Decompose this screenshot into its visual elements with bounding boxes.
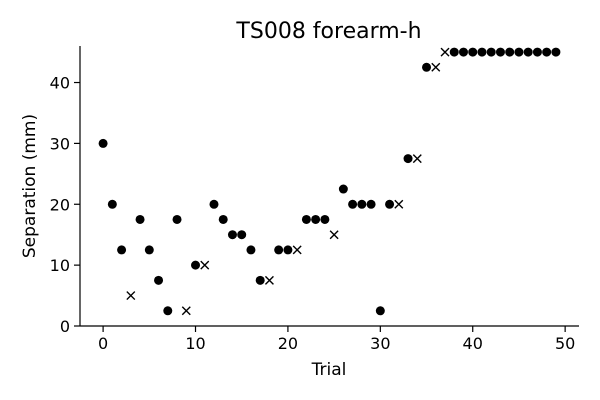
x-tick-label: 10 xyxy=(185,334,205,353)
data-point-circle xyxy=(154,275,164,285)
data-point-circle xyxy=(135,214,145,224)
y-axis-ticks: 0 10 20 30 40 xyxy=(50,74,80,336)
data-point-circle xyxy=(458,47,468,57)
data-point-circle xyxy=(366,199,376,209)
chart-title: TS008 forearm-h xyxy=(235,19,421,44)
x-tick-label: 50 xyxy=(555,334,575,353)
data-point-circle xyxy=(514,47,524,57)
data-point-circle xyxy=(98,138,108,148)
data-point-x xyxy=(394,199,404,209)
data-point-circle xyxy=(107,199,117,209)
x-tick-label: 30 xyxy=(370,334,390,353)
data-point-circle xyxy=(255,275,265,285)
data-point-circle xyxy=(246,245,256,255)
data-point-x xyxy=(126,291,136,301)
data-point-circle xyxy=(311,214,321,224)
data-point-circle xyxy=(301,214,311,224)
data-point-circle xyxy=(191,260,201,270)
data-point-circle xyxy=(338,184,348,194)
data-point-circle xyxy=(218,214,228,224)
data-point-circle xyxy=(495,47,505,57)
data-point-circle xyxy=(449,47,459,57)
data-point-circle xyxy=(375,306,385,316)
data-point-circle xyxy=(144,245,154,255)
x-tick-label: 0 xyxy=(98,334,108,353)
x-axis-ticks: 0 10 20 30 40 50 xyxy=(98,326,575,353)
data-point-x xyxy=(200,260,210,270)
data-point-circle xyxy=(237,230,247,240)
data-point-x xyxy=(431,62,441,72)
data-point-circle xyxy=(385,199,395,209)
data-point-circle xyxy=(505,47,515,57)
y-tick-label: 40 xyxy=(50,74,70,93)
data-point-x xyxy=(181,306,191,316)
data-point-circle xyxy=(532,47,542,57)
data-point-x xyxy=(292,245,302,255)
data-point-x xyxy=(412,154,422,164)
data-point-circle xyxy=(172,214,182,224)
data-point-circle xyxy=(357,199,367,209)
x-axis-label: Trial xyxy=(311,360,347,380)
data-point-circle xyxy=(283,245,293,255)
data-point-circle xyxy=(542,47,552,57)
data-point-circle xyxy=(551,47,561,57)
data-point-circle xyxy=(227,230,237,240)
data-points xyxy=(98,47,561,316)
data-point-circle xyxy=(163,306,173,316)
data-point-x xyxy=(329,230,339,240)
data-point-x xyxy=(264,275,274,285)
data-point-circle xyxy=(486,47,496,57)
x-tick-label: 40 xyxy=(463,334,483,353)
data-point-circle xyxy=(403,154,413,164)
data-point-circle xyxy=(209,199,219,209)
data-point-circle xyxy=(320,214,330,224)
y-tick-label: 30 xyxy=(50,134,70,153)
data-point-circle xyxy=(468,47,478,57)
y-tick-label: 0 xyxy=(60,317,70,336)
y-tick-label: 20 xyxy=(50,195,70,214)
x-tick-label: 20 xyxy=(278,334,298,353)
y-tick-label: 10 xyxy=(50,256,70,275)
data-point-circle xyxy=(274,245,284,255)
data-point-circle xyxy=(117,245,127,255)
data-point-circle xyxy=(523,47,533,57)
data-point-circle xyxy=(348,199,358,209)
data-point-x xyxy=(440,47,450,57)
y-axis-label: Separation (mm) xyxy=(20,114,40,258)
data-point-circle xyxy=(422,62,432,72)
data-point-circle xyxy=(477,47,487,57)
